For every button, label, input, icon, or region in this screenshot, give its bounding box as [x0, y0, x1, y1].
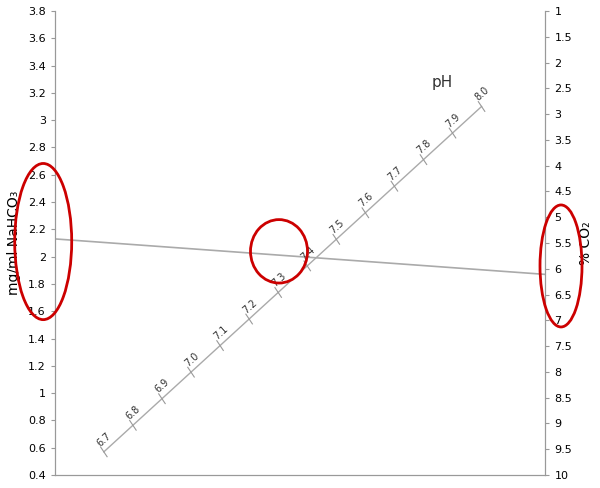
Text: 7.6: 7.6 [357, 191, 375, 209]
Text: 7.8: 7.8 [415, 138, 433, 156]
Text: 6.9: 6.9 [154, 377, 172, 395]
Text: 7.2: 7.2 [241, 298, 259, 315]
Text: 6.8: 6.8 [124, 404, 142, 422]
Text: pH: pH [431, 75, 453, 90]
Text: 7.1: 7.1 [212, 324, 230, 342]
Text: 7.7: 7.7 [386, 164, 404, 183]
Text: 7.3: 7.3 [270, 271, 288, 289]
Text: 6.7: 6.7 [95, 430, 113, 448]
Y-axis label: mg/ml NaHCO₃: mg/ml NaHCO₃ [7, 191, 21, 295]
Text: 7.9: 7.9 [444, 112, 462, 129]
Text: 7.4: 7.4 [299, 244, 317, 262]
Text: 7.0: 7.0 [182, 351, 200, 368]
Text: 8.0: 8.0 [473, 85, 491, 102]
Text: 7.5: 7.5 [328, 218, 346, 236]
Y-axis label: % CO₂: % CO₂ [579, 221, 593, 265]
